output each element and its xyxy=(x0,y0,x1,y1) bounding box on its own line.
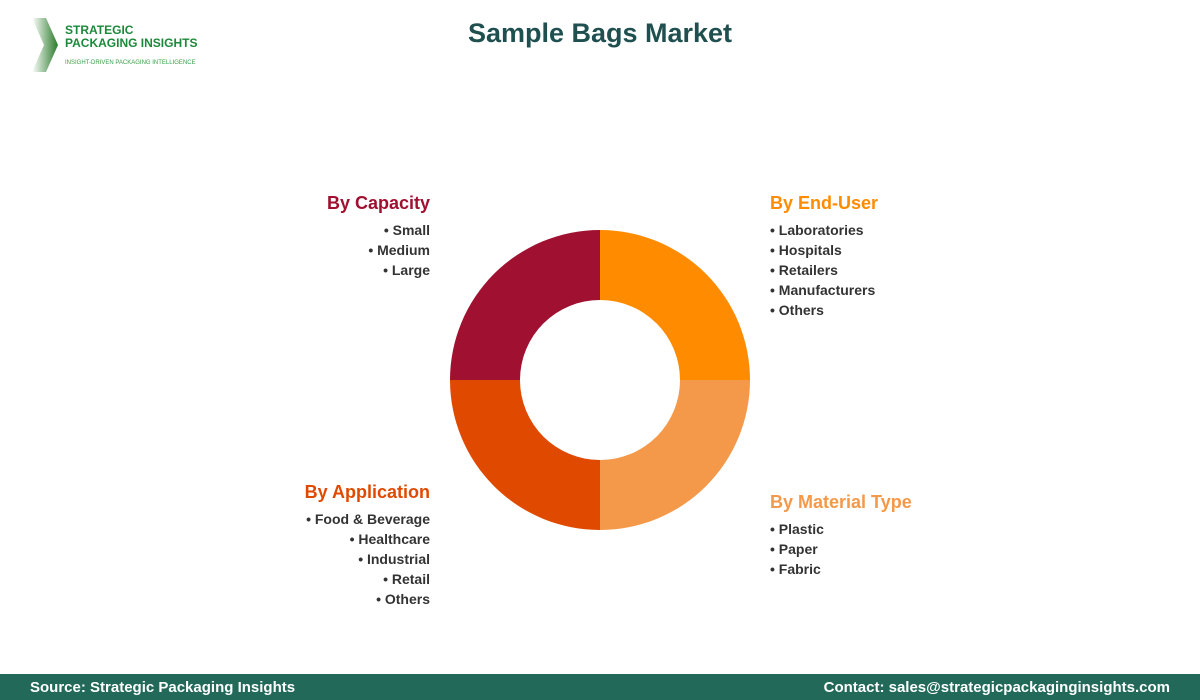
segment-title: By Capacity xyxy=(326,193,430,213)
footer: Source: Strategic Packaging Insights Con… xyxy=(0,674,1200,700)
contact-text: Contact: sales@strategicpackaginginsight… xyxy=(823,678,1170,696)
segment-application: By Application • Food & Beverage • Healthc… xyxy=(305,482,430,609)
segment-item: • Food & Beverage xyxy=(306,511,430,527)
segment-item: • Others xyxy=(770,302,824,318)
segment-title: By End-User xyxy=(770,193,879,213)
segment-item: • Fabric xyxy=(770,561,821,577)
slice-capacity xyxy=(450,230,600,380)
segment-title: By Application xyxy=(304,482,430,502)
segment-item: • Small xyxy=(383,222,430,238)
source-text: Source: Strategic Packaging Insights xyxy=(30,678,296,696)
slice-material-type xyxy=(600,380,750,530)
segment-item: • Manufacturers xyxy=(770,282,876,298)
segment-item: • Healthcare xyxy=(349,531,430,547)
segment-item: • Laboratories xyxy=(770,222,864,238)
segment-item: • Others xyxy=(376,591,430,607)
segment-item: • Medium xyxy=(368,242,430,258)
donut-chart xyxy=(450,230,750,530)
logo-tagline: INSIGHT-DRIVEN PACKAGING INTELLIGENCE xyxy=(65,60,196,66)
segment-item: • Industrial xyxy=(358,551,430,567)
segment-item: • Large xyxy=(383,262,430,278)
logo-line1: STRATEGIC xyxy=(65,23,134,37)
segment-item: • Hospitals xyxy=(770,242,842,258)
page-title: Sample Bags Market xyxy=(467,18,733,48)
logo-line2: PACKAGING INSIGHTS xyxy=(65,36,198,50)
segment-item: • Paper xyxy=(770,541,818,557)
slice-end-user xyxy=(600,230,750,380)
slice-application xyxy=(450,380,600,530)
segment-end-user: By End-User • Laboratories • Hospitals • Re… xyxy=(770,193,878,320)
logo: STRATEGIC PACKAGING INSIGHTS INSIGHT-DRI… xyxy=(30,18,200,72)
segment-capacity: By Capacity • Small • Medium • Large xyxy=(327,193,430,280)
segment-item: • Retail xyxy=(383,571,430,587)
segment-title: By Material Type xyxy=(770,492,912,512)
segment-material-type: By Material Type • Plastic • Paper • Fabric xyxy=(770,492,912,579)
logo-chevron-icon xyxy=(32,18,58,72)
segment-item: • Retailers xyxy=(770,262,838,278)
segment-item: • Plastic xyxy=(770,521,824,537)
